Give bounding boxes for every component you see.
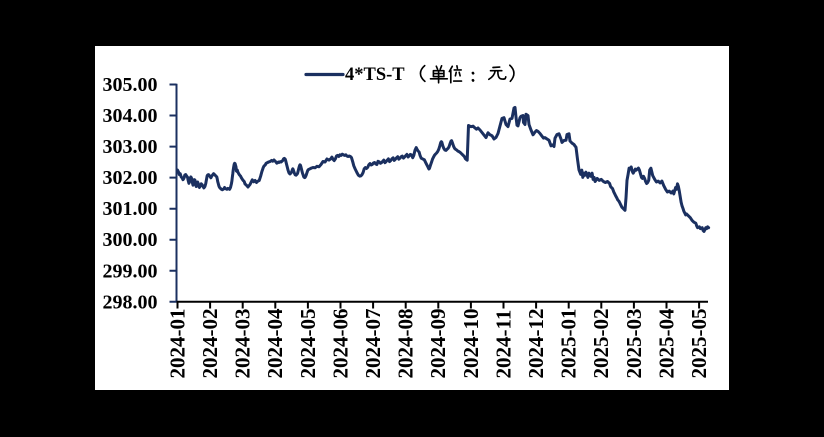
svg-text:2025-02: 2025-02 [589, 309, 613, 379]
svg-text:2024-07: 2024-07 [361, 309, 385, 379]
svg-text:2025-05: 2025-05 [687, 309, 711, 379]
svg-text:2024-09: 2024-09 [426, 309, 450, 379]
svg-text:298.00: 298.00 [103, 291, 158, 313]
svg-text:299.00: 299.00 [103, 260, 158, 282]
svg-text:2024-06: 2024-06 [328, 309, 352, 379]
svg-text:302.00: 302.00 [103, 167, 158, 189]
svg-text:2024-03: 2024-03 [231, 309, 255, 379]
svg-text:2024-10: 2024-10 [459, 309, 483, 379]
svg-text:2025-04: 2025-04 [654, 308, 678, 378]
svg-text:2024-05: 2024-05 [296, 309, 320, 379]
svg-text:304.00: 304.00 [103, 105, 158, 127]
svg-text:2024-02: 2024-02 [198, 309, 222, 379]
svg-text:4*TS-T: 4*TS-T [345, 65, 405, 85]
svg-text:2025-03: 2025-03 [622, 309, 646, 379]
svg-text:305.00: 305.00 [103, 74, 158, 96]
svg-text:2024-11: 2024-11 [491, 310, 515, 379]
svg-text:300.00: 300.00 [103, 229, 158, 251]
svg-text:2024-04: 2024-04 [263, 308, 287, 378]
svg-text:2024-01: 2024-01 [165, 309, 189, 379]
svg-text:303.00: 303.00 [103, 136, 158, 158]
svg-text:2024-12: 2024-12 [524, 309, 548, 379]
svg-text:2025-01: 2025-01 [557, 309, 581, 379]
svg-text:301.00: 301.00 [103, 198, 158, 220]
svg-text:2024-08: 2024-08 [394, 309, 418, 379]
